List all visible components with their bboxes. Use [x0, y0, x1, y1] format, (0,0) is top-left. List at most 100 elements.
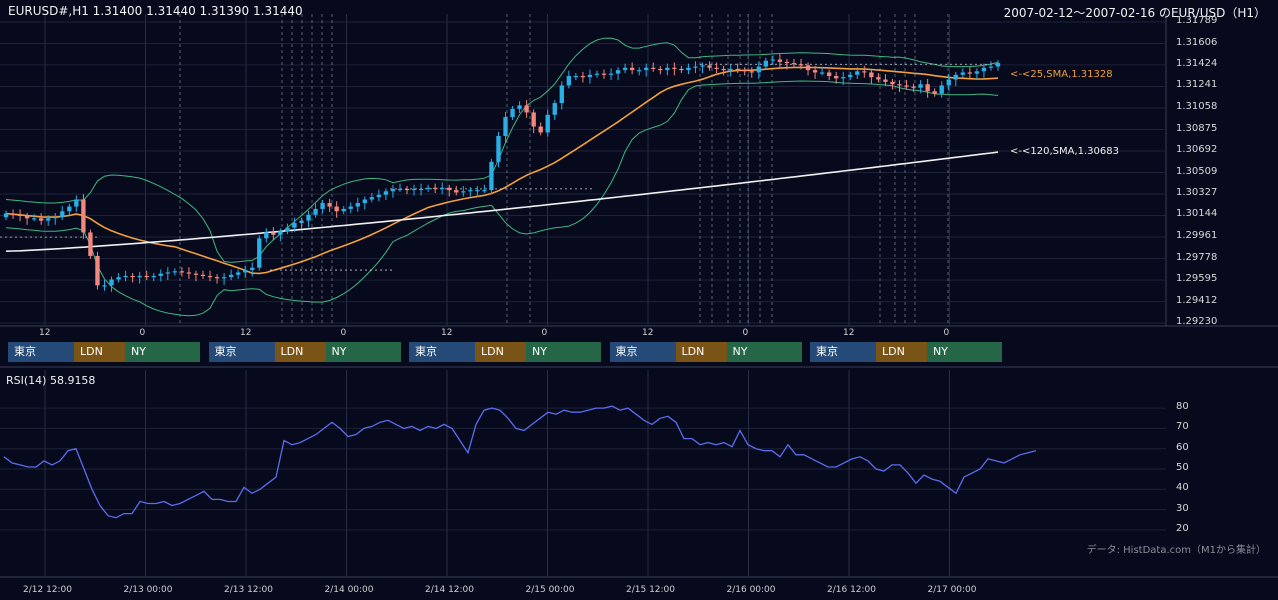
candle-body [629, 67, 635, 71]
sma120-line [5, 151, 999, 252]
price-tick-label: 1.29595 [1176, 273, 1218, 285]
range-title: 2007-02-12～2007-02-16 のEUR/USD（H1） [1003, 6, 1266, 20]
price-tick-label: 1.31424 [1176, 57, 1218, 69]
candle-body [848, 74, 853, 78]
candle-body [615, 70, 621, 74]
candle-body [53, 217, 58, 219]
candle-body [946, 79, 951, 86]
session-ny: NY [726, 342, 802, 362]
candle-body [186, 272, 192, 274]
candle-body [869, 72, 874, 78]
candle-body [418, 188, 424, 191]
date-tick-label: 2/17 00:00 [927, 585, 977, 595]
session-ldn: LDN [876, 342, 927, 362]
candle-body [805, 65, 811, 71]
candle-body [31, 218, 37, 220]
candle-body [454, 190, 459, 193]
price-tick-label: 1.29961 [1176, 230, 1218, 242]
candle-body [812, 70, 818, 73]
candle-body [967, 72, 973, 74]
candle-body [404, 188, 410, 191]
session-ny: NY [526, 342, 601, 362]
candle-body [228, 274, 234, 278]
candle-body [763, 60, 769, 67]
price-tick-label: 1.30327 [1176, 186, 1218, 198]
candle-body [974, 71, 980, 74]
rsi-label: RSI(14) 58.9158 [6, 374, 96, 387]
rsi-tick-label: 80 [1176, 401, 1189, 413]
candle-body [686, 67, 691, 71]
candle-body [672, 67, 677, 69]
date-tick-label: 2/14 12:00 [425, 585, 475, 595]
rsi-tick-label: 70 [1176, 421, 1189, 433]
candle-body [46, 218, 51, 221]
date-tick-label: 2/15 00:00 [525, 585, 575, 595]
candle-body [81, 199, 86, 233]
candle-body [123, 275, 128, 278]
candle-body [179, 271, 185, 273]
candle-body [109, 279, 114, 286]
price-tick-label: 1.30144 [1176, 208, 1218, 220]
session-ldn: LDN [475, 342, 526, 362]
candle-body [320, 203, 325, 209]
candle-body [700, 65, 705, 67]
price-tick-label: 1.30875 [1176, 122, 1218, 134]
candle-body [721, 68, 726, 71]
candle-body [102, 285, 107, 287]
session-tokyo: 東京 [810, 342, 876, 362]
data-source-note: データ: HistData.com（M1から集計） [1086, 545, 1266, 556]
candle-body [172, 271, 178, 273]
candle-body [798, 64, 804, 66]
candle-body [707, 65, 712, 68]
session-tokyo: 東京 [8, 342, 74, 362]
price-tick-label: 1.29412 [1176, 294, 1218, 306]
candle-body [981, 67, 987, 72]
candle-body [397, 188, 403, 191]
candle-body [432, 187, 438, 189]
price-tick-label: 1.29778 [1176, 251, 1218, 263]
candle-body [897, 84, 902, 86]
session-ny: NY [325, 342, 401, 362]
candle-body [559, 85, 564, 104]
rsi-tick-label: 20 [1176, 522, 1189, 534]
session-tokyo: 東京 [409, 342, 475, 362]
candle-body [489, 161, 494, 191]
candle-body [580, 75, 586, 78]
price-tick-label: 1.30509 [1176, 165, 1218, 177]
candle-body [791, 63, 797, 65]
session-ldn: LDN [675, 342, 727, 362]
price-tick-label: 1.31241 [1176, 79, 1218, 91]
candle-body [834, 75, 839, 79]
hour-tick-label: 0 [541, 328, 548, 338]
date-tick-label: 2/13 00:00 [123, 585, 173, 595]
candle-body [38, 218, 44, 221]
candle-body [3, 213, 9, 218]
candle-body [235, 272, 241, 275]
rsi-line [3, 405, 1037, 519]
candle-body [165, 272, 170, 274]
candle-body [566, 75, 572, 86]
candle-body [207, 275, 213, 278]
candle-body [988, 66, 994, 68]
candle-body [855, 71, 860, 75]
hour-tick-label: 0 [139, 328, 146, 338]
candle-body [531, 112, 536, 127]
candle-body [461, 191, 466, 193]
session-tokyo: 東京 [609, 342, 676, 362]
candle-body [904, 85, 909, 87]
rsi-tick-label: 30 [1176, 502, 1189, 514]
candle-body [243, 270, 248, 273]
candle-body [158, 273, 163, 276]
hour-tick-label: 12 [240, 328, 252, 338]
candle-body [362, 199, 367, 204]
candle-body [545, 114, 550, 133]
candle-body [214, 277, 220, 279]
candle-body [334, 206, 339, 212]
candle-body [88, 232, 93, 256]
candle-body [777, 59, 783, 62]
candle-body [369, 197, 375, 200]
candle-body [348, 206, 353, 209]
candle-body [221, 277, 227, 279]
candle-body [341, 208, 346, 212]
